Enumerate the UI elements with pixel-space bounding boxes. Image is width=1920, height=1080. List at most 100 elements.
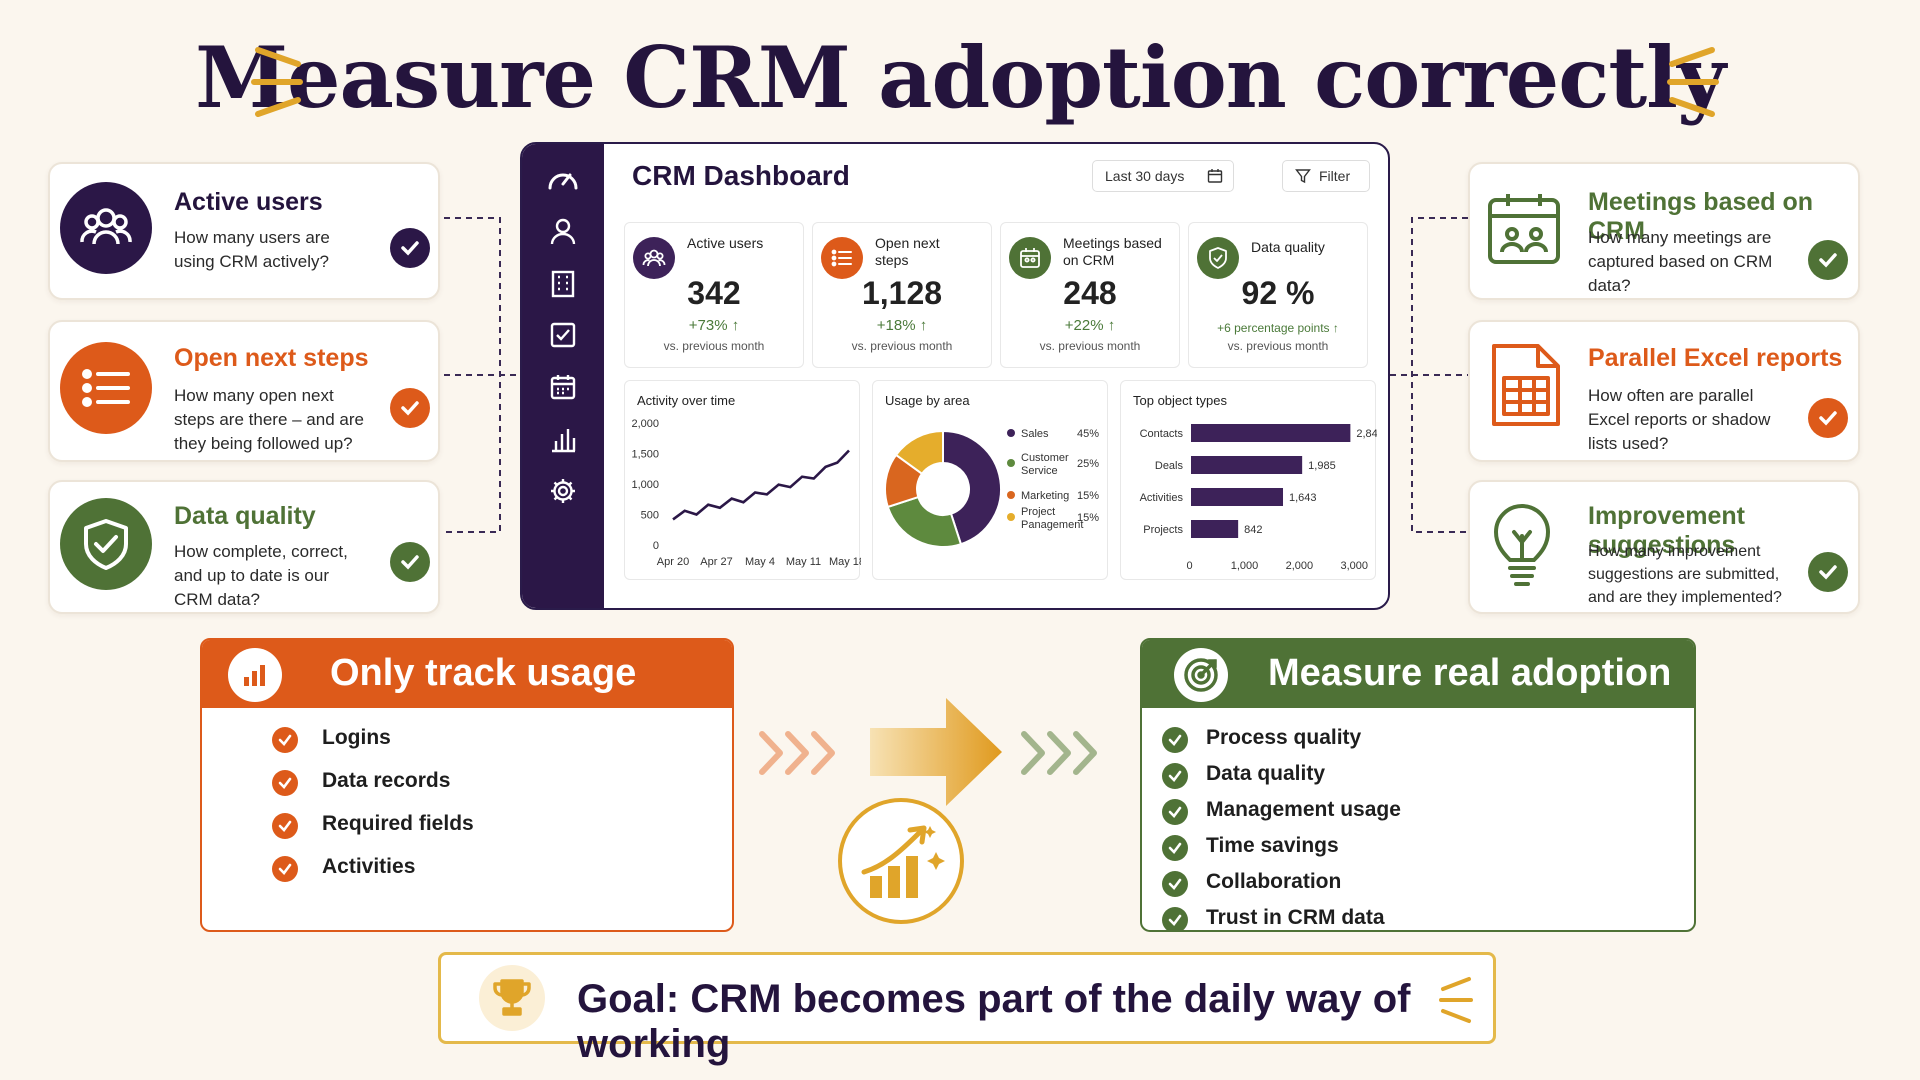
list-item: Process quality (1206, 726, 1362, 749)
card-title: Meetings based on CRM (1588, 188, 1814, 245)
category-label: Activities (1140, 492, 1184, 504)
y-tick-label: 1,000 (631, 479, 659, 491)
box-header: Measure real adoption (1142, 640, 1694, 708)
y-tick-label: 0 (653, 540, 659, 552)
calendar-icon (1486, 190, 1562, 271)
panel-usage-by-area: Usage by area Sales 45% Customer Service 25%… (872, 380, 1108, 580)
list-item: Logins (322, 726, 391, 749)
kpi-comparison: vs. previous month (663, 339, 765, 353)
x-tick-label: Apr 27 (700, 556, 732, 568)
y-tick-label: 500 (641, 510, 659, 522)
card-data-quality: Data quality How complete, correct, and … (48, 480, 440, 614)
x-tick-label: 2,000 (1286, 560, 1314, 572)
check-icon (272, 727, 298, 753)
date-range-select[interactable]: Last 30 days (1092, 160, 1234, 192)
list-item: Trust in CRM data (1206, 906, 1385, 929)
lightbulb-icon (1492, 502, 1552, 595)
calendar-icon[interactable] (546, 370, 580, 404)
kpi-value: 248 (1063, 275, 1117, 311)
list-item: Data quality (1206, 762, 1326, 785)
legend-label: Service (1021, 465, 1058, 477)
shield-check-icon (1197, 237, 1239, 279)
box-header: Only track usage (202, 640, 732, 708)
card-description: How complete, correct, and up to date is… (174, 542, 348, 609)
checkbox-icon[interactable] (546, 318, 580, 352)
check-icon (390, 542, 430, 582)
check-icon (272, 813, 298, 839)
check-icon (272, 856, 298, 882)
list-item: Required fields (322, 812, 474, 835)
bar-chart: Contacts 2,846 Deals 1,985 Activities 1,643 Pr… (1140, 424, 1377, 572)
kpi-label: Meetings based on CRM (1063, 235, 1162, 268)
connector-lines-right (1390, 217, 1468, 533)
kpi-comparison: vs. previous month (851, 339, 953, 353)
goal-prefix: Goal: (577, 977, 680, 1021)
kpi-delta: +18% ↑ (876, 317, 928, 334)
bar-chart-icon (228, 648, 282, 702)
gauge-icon[interactable] (546, 162, 580, 196)
line-chart: 2,000 1,500 1,000 500 0 Apr 20 Apr 27 May 4 May … (631, 418, 861, 568)
legend-swatch (1007, 459, 1015, 467)
check-icon (1162, 763, 1188, 789)
only-track-usage-box: Only track usage Logins Data records Requi… (200, 638, 734, 932)
card-title: Improvement suggestions (1588, 502, 1745, 559)
kpi-delta: +22% ↑ (1064, 317, 1116, 334)
legend-value: 25% (1077, 458, 1099, 470)
filter-button[interactable]: Filter (1282, 160, 1370, 192)
card-description: How often are parallel Excel reports or … (1588, 386, 1771, 453)
card-description: How many meetings are captured based on … (1588, 228, 1773, 295)
legend-value: 45% (1077, 428, 1099, 440)
bar-value-label: 1,985 (1308, 460, 1336, 472)
legend-label: Sales (1021, 428, 1049, 440)
panel-top-object-types: Top object types Contacts 2,846 Deals 1,985… (1120, 380, 1377, 580)
page-title: Measure CRM adoption correctly (195, 28, 1726, 127)
measure-real-adoption-box: Measure real adoption Process quality Dat… (1140, 638, 1696, 932)
building-icon[interactable] (546, 266, 580, 300)
chevrons-right-icon (1021, 731, 1097, 775)
kpi-card-open-next-steps: Open next steps 1,128 +18% ↑ vs. previou… (812, 222, 992, 368)
check-icon (1162, 835, 1188, 861)
check-icon (1808, 552, 1848, 592)
series-line (672, 449, 850, 521)
kpi-card-active-users: Active users 342 +73% ↑ vs. previous mon… (624, 222, 804, 368)
y-tick-label: 2,000 (631, 418, 659, 430)
goal-statement: CRM becomes part of the daily way of wor… (577, 977, 1411, 1066)
goal-text: Goal: CRM becomes part of the daily way … (577, 977, 1493, 1067)
card-description: How many users are using CRM actively? (174, 228, 330, 271)
x-tick-label: 1,000 (1231, 560, 1259, 572)
kpi-value: 92 % (1241, 275, 1315, 311)
bar-chart-icon[interactable] (546, 422, 580, 456)
kpi-label: Open next steps (875, 235, 940, 268)
kpi-label: Data quality (1251, 239, 1325, 255)
kpi-value: 342 (687, 275, 741, 311)
growth-chart-icon (838, 798, 964, 924)
user-icon[interactable] (546, 214, 580, 248)
legend-swatch (1007, 491, 1015, 499)
target-icon (1174, 648, 1228, 702)
list-item: Management usage (1206, 798, 1401, 821)
date-range-label: Last 30 days (1105, 168, 1185, 184)
card-description: How many open next steps are there – and… (174, 386, 364, 453)
settings-gear-icon[interactable] (546, 474, 580, 508)
list-item: Time savings (1206, 834, 1339, 857)
panel-title: Top object types (1133, 393, 1227, 408)
legend-swatch (1007, 429, 1015, 437)
kpi-card-data-quality: Data quality 92 % +6 percentage points ↑… (1188, 222, 1368, 368)
filter-icon (1295, 169, 1311, 184)
crm-dashboard: CRM Dashboard Last 30 days Filter Active… (520, 142, 1390, 610)
bar-value-label: 842 (1244, 524, 1262, 536)
box-title: Only track usage (330, 652, 637, 694)
bar-value-label: 1,643 (1289, 492, 1317, 504)
card-title: Open next steps (174, 344, 369, 372)
users-icon (633, 237, 675, 279)
check-icon (1162, 871, 1188, 897)
legend-label: Customer (1021, 452, 1069, 464)
pie-slice (886, 495, 963, 548)
chevrons-left-icon (759, 731, 835, 775)
filter-label: Filter (1319, 168, 1351, 184)
list-icon (821, 237, 863, 279)
calendar-icon (1207, 169, 1223, 183)
title-spark-left-icon (251, 47, 303, 117)
dashboard-title: CRM Dashboard (632, 160, 850, 191)
